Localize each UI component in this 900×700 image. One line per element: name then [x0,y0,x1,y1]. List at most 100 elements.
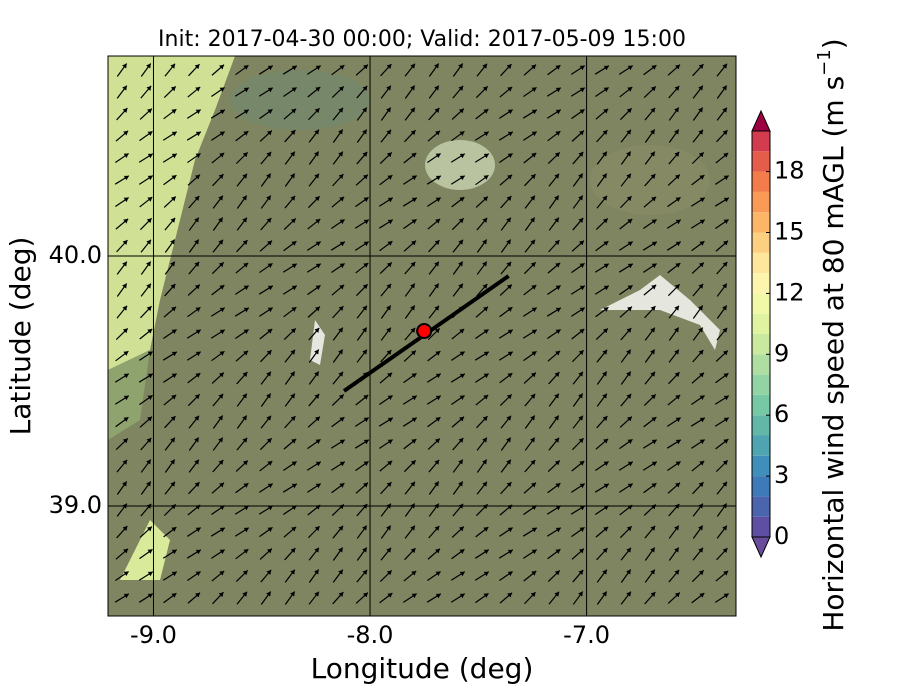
wind-arrow-head [602,218,608,224]
wind-arrow-head [530,592,536,598]
colorbar-band [752,334,770,355]
wind-arrow-head [147,131,153,136]
wind-arrow-head [674,129,679,135]
wind-arrow-head [651,196,657,202]
wind-arrow-head [363,461,369,466]
wind-arrow-head [146,459,151,465]
wind-arrow-head [171,109,177,114]
wind-arrow-head [650,592,656,597]
wind-arrow-head [410,107,415,113]
wind-arrow-head [386,283,392,289]
wind-arrow-head [290,218,296,224]
wind-arrow-head [314,393,320,399]
wind-arrow-head [290,371,295,377]
wind-arrow-head [530,174,536,180]
wind-arrow-head [266,569,272,575]
wind-arrow-head [290,393,295,399]
wind-arrow-head [122,305,128,311]
wind-arrow-head [482,481,487,487]
colorbar-label: Horizontal wind speed at 80 mAGL (m s−1) [814,38,850,631]
wind-arrow-head [315,483,321,489]
map-background [108,56,736,616]
wind-arrow-head [434,108,440,113]
wind-arrow-head [531,87,537,92]
wind-arrow-head [459,416,465,422]
wind-arrow-head [146,437,152,443]
wind-arrow-head [290,130,296,135]
wind-arrow-head [411,570,417,576]
wind-arrow-head [242,591,248,597]
wind-arrow-head [579,263,585,268]
wind-arrow-head [698,482,704,488]
wind-arrow-head [578,173,583,179]
wind-arrow-head [411,197,417,203]
wind-arrow-head [219,527,225,533]
wind-arrow-head [315,87,321,92]
colorbar-tick-label: 18 [774,157,805,185]
wind-arrow-head [411,417,417,423]
wind-arrow-head [531,131,537,137]
wind-arrow-head [339,417,345,422]
wind-arrow-head [122,438,128,444]
wind-arrow-head [266,217,272,223]
wind-arrow-head [267,263,273,268]
wind-arrow-head [339,263,345,269]
wind-arrow-head [651,219,657,225]
wind-arrow-head [362,525,367,531]
wind-arrow-head [315,461,321,467]
wind-arrow-head [266,173,271,179]
wind-arrow-head [363,219,369,225]
wind-arrow-head [243,505,249,511]
site-marker [416,323,433,339]
wind-arrow-head [314,526,320,532]
wind-arrow-head [722,460,728,466]
wind-arrow-head [722,262,728,267]
wind-arrow-head [603,285,609,291]
wind-arrow-head [578,151,584,157]
wind-arrow-head [386,482,392,488]
wind-arrow-head [362,349,367,355]
wind-arrow-head [530,415,535,421]
wind-arrow-head [650,107,656,113]
wind-arrow-head [674,174,680,180]
wind-arrow-head [411,219,417,224]
wind-arrow-head [434,526,440,531]
wind-arrow-head [410,85,415,91]
wind-arrow-head [698,327,703,333]
wind-arrow-head [387,460,393,466]
wind-arrow-head [194,239,199,245]
wind-arrow-head [338,349,343,355]
wind-arrow-head [171,549,177,555]
wind-arrow-head [291,65,297,71]
wind-arrow-head [698,525,703,531]
wind-arrow-head [123,153,129,159]
wind-arrow-head [435,218,441,224]
colorbar-band [752,191,770,213]
wind-arrow-head [291,483,297,489]
wind-arrow-head [650,569,655,575]
wind-arrow-head [675,64,680,70]
wind-arrow-head [242,173,248,179]
wind-arrow-head [458,261,463,267]
wind-arrow-head [458,108,464,114]
wind-arrow-head [147,153,153,159]
wind-arrow-head [171,175,177,180]
wind-arrow-head [506,196,512,201]
wind-arrow-head [363,592,368,598]
wind-arrow-head [338,327,343,333]
colorbar-band [752,293,770,314]
wind-arrow-head [459,197,465,202]
wind-arrow-head [458,526,464,532]
wind-arrow-head [386,305,391,311]
wind-arrow-head [650,547,655,553]
wind-arrow-head [363,241,369,247]
wind-arrow-head [290,416,296,422]
wind-arrow-head [459,153,465,159]
wind-arrow-head [650,371,656,377]
wind-arrow-head [723,152,729,158]
wind-arrow-head [314,371,319,377]
wind-arrow-head [531,372,536,378]
wind-arrow-head [170,416,176,422]
chart-title: Init: 2017-04-30 00:00; Valid: 2017-05-0… [158,27,686,52]
wind-arrow-head [674,525,679,531]
